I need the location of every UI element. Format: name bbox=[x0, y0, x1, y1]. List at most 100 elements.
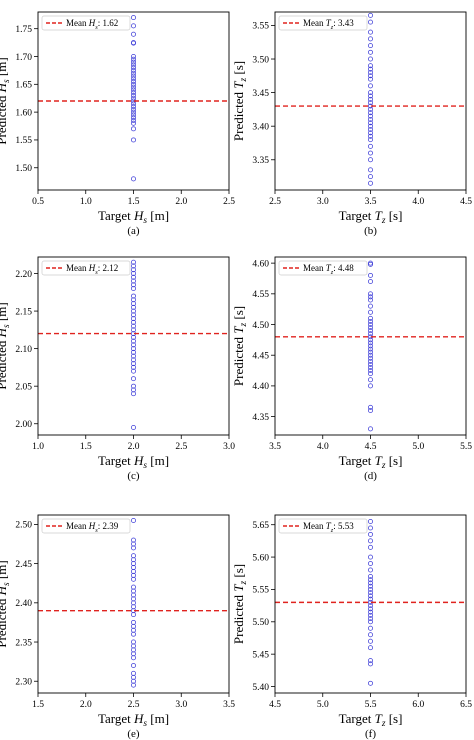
legend: Mean Tz: 4.48 bbox=[278, 260, 368, 276]
data-point bbox=[368, 120, 373, 126]
x-tick-label: 4.0 bbox=[317, 442, 329, 452]
label-text: Mean bbox=[303, 521, 326, 531]
data-point bbox=[131, 282, 136, 288]
data-point bbox=[368, 383, 373, 389]
data-point bbox=[131, 518, 136, 523]
data-point bbox=[368, 303, 373, 309]
y-axis-label: Predicted Tz [s] bbox=[231, 564, 249, 644]
y-tick-label: 1.60 bbox=[15, 108, 32, 118]
y-tick-label: 5.65 bbox=[252, 521, 269, 531]
x-axis-label: Target Tz [s] bbox=[339, 453, 403, 471]
label-symbol: H bbox=[0, 327, 9, 338]
label-units: [s] bbox=[385, 711, 402, 726]
label-subscript: s bbox=[2, 79, 12, 83]
label-text: Predicted bbox=[0, 595, 9, 647]
legend: Mean Tz: 3.43 bbox=[278, 15, 368, 31]
label-units: [m] bbox=[0, 560, 9, 582]
x-axis-label: Target Tz [s] bbox=[339, 208, 403, 226]
legend-label: Mean Hs: 1.62 bbox=[66, 18, 118, 31]
label-symbol: T bbox=[326, 18, 332, 28]
data-point bbox=[368, 279, 373, 285]
x-tick-label: 3.0 bbox=[317, 197, 329, 207]
data-point bbox=[131, 312, 136, 318]
data-point bbox=[131, 316, 136, 322]
x-tick-label: 2.5 bbox=[128, 700, 140, 710]
legend-label: Mean Hs: 2.39 bbox=[66, 521, 119, 534]
data-point bbox=[368, 358, 373, 364]
data-point bbox=[368, 36, 373, 42]
data-point bbox=[131, 73, 136, 79]
data-point bbox=[131, 663, 136, 669]
label-symbol: H bbox=[88, 18, 96, 28]
y-tick-label: 1.70 bbox=[15, 53, 32, 63]
data-point bbox=[131, 327, 136, 333]
data-point bbox=[368, 377, 373, 383]
label-subscript: s bbox=[143, 719, 147, 729]
scatter-panel-e: 1.5 2.0 2.5 3.0 3.5 2.30 2.35 2.40 2.45 2.50 Mean … bbox=[0, 514, 235, 740]
data-point bbox=[368, 365, 373, 370]
label-subscript: s bbox=[95, 24, 98, 31]
x-axis-label: Target Tz [s] bbox=[339, 711, 403, 729]
label-units: : 3.43 bbox=[333, 18, 354, 28]
label-symbol: H bbox=[0, 82, 9, 93]
data-point bbox=[131, 106, 136, 112]
data-point bbox=[131, 104, 136, 110]
label-symbol: H bbox=[133, 711, 144, 726]
y-tick-label: 2.40 bbox=[15, 599, 32, 609]
label-units: [m] bbox=[147, 711, 169, 726]
data-point bbox=[131, 87, 136, 93]
legend-label: Mean Tz: 5.53 bbox=[303, 521, 354, 534]
x-tick-label: 6.0 bbox=[412, 700, 424, 710]
y-tick-label: 3.55 bbox=[252, 22, 269, 32]
x-tick-label: 3.0 bbox=[175, 700, 187, 710]
data-point bbox=[368, 130, 373, 136]
data-point bbox=[368, 137, 373, 143]
data-point bbox=[131, 31, 136, 37]
label-text: Target bbox=[339, 208, 375, 223]
data-point bbox=[368, 538, 373, 544]
y-axis-label: Predicted Tz [s] bbox=[231, 61, 249, 141]
x-tick-label: 4.5 bbox=[365, 442, 377, 452]
y-tick-label: 5.60 bbox=[252, 553, 269, 563]
data-point bbox=[131, 353, 136, 359]
data-point bbox=[368, 56, 373, 62]
label-symbol: T bbox=[375, 711, 383, 726]
legend: Mean Hs: 2.39 bbox=[41, 518, 131, 534]
label-subscript: s bbox=[95, 527, 98, 534]
label-subscript: s bbox=[95, 269, 98, 276]
y-tick-label: 4.55 bbox=[252, 290, 269, 300]
legend-box bbox=[41, 260, 131, 276]
y-tick-label: 1.65 bbox=[15, 81, 32, 91]
legend-label: Mean Hs: 2.12 bbox=[66, 263, 118, 276]
data-point bbox=[131, 54, 136, 59]
label-units: [m] bbox=[147, 453, 169, 468]
legend-box bbox=[278, 518, 368, 534]
label-symbol: H bbox=[88, 521, 96, 531]
x-tick-label: 0.5 bbox=[32, 197, 44, 207]
data-point bbox=[131, 631, 136, 637]
data-point bbox=[131, 15, 136, 21]
x-tick-label: 1.5 bbox=[80, 442, 92, 452]
data-point bbox=[131, 368, 136, 374]
label-subscript: z bbox=[239, 78, 249, 83]
label-symbol: T bbox=[375, 208, 383, 223]
plot-frame bbox=[274, 11, 467, 191]
x-tick-label: 2.5 bbox=[269, 197, 281, 207]
data-point bbox=[368, 612, 373, 618]
label-text: Predicted bbox=[231, 89, 246, 141]
data-point bbox=[368, 346, 373, 352]
legend-label: Mean Tz: 3.43 bbox=[303, 18, 354, 31]
data-point bbox=[131, 67, 136, 73]
x-axis-label: Target Hs [m] bbox=[98, 711, 169, 729]
data-point bbox=[368, 133, 373, 139]
scatter-panel-d: 3.5 4.0 4.5 5.0 5.5 4.35 4.40 4.45 4.50 4.55 4.60 M… bbox=[231, 256, 472, 482]
label-symbol: H bbox=[133, 453, 144, 468]
y-tick-label: 5.40 bbox=[252, 683, 269, 693]
data-point bbox=[131, 293, 136, 299]
data-point bbox=[368, 116, 373, 122]
x-tick-label: 5.5 bbox=[365, 700, 377, 710]
data-point bbox=[368, 593, 373, 599]
plot-frame bbox=[274, 514, 467, 694]
panel-label: (c) bbox=[127, 470, 140, 482]
data-point bbox=[368, 63, 373, 69]
